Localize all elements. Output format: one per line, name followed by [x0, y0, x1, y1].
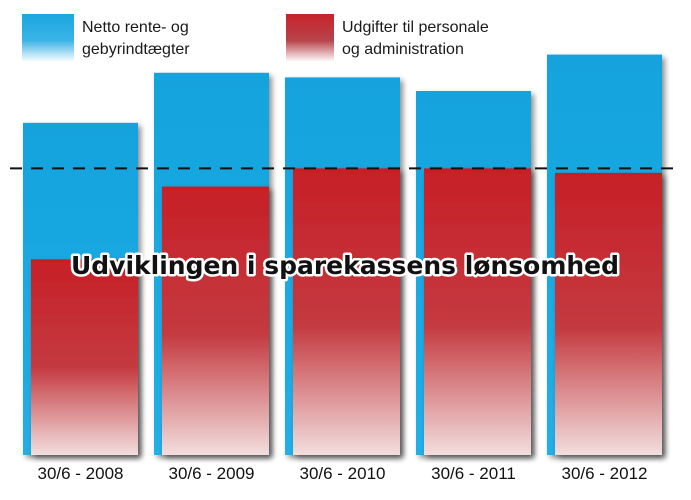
legend: Netto rente- og gebyrindtægter Udgifter … — [22, 14, 489, 62]
x-tick-label-3: 30/6 - 2011 — [431, 464, 516, 483]
legend-item-netto: Netto rente- og gebyrindtægter — [22, 14, 190, 62]
bar-udgifter-2 — [293, 168, 400, 455]
x-tick-label-0: 30/6 - 2008 — [37, 464, 123, 483]
bar-udgifter-3 — [424, 168, 531, 455]
legend-swatch-netto — [22, 14, 74, 62]
chart-title: Udviklingen i sparekassens lønsomhed — [71, 251, 619, 280]
legend-item-udgifter: Udgifter til personale og administration — [286, 14, 489, 62]
bar-udgifter-0 — [31, 259, 138, 455]
legend-label-netto-line1: Netto rente- og — [82, 19, 189, 36]
legend-label-udgifter-line2: og administration — [342, 41, 464, 58]
legend-label-udgifter-line1: Udgifter til personale — [342, 19, 489, 36]
x-tick-label-4: 30/6 - 2012 — [561, 464, 647, 483]
legend-swatch-udgifter — [286, 14, 334, 62]
bar-area — [23, 54, 662, 456]
x-tick-label-1: 30/6 - 2009 — [168, 464, 254, 483]
bar-udgifter-4 — [555, 172, 662, 455]
bar-udgifter-1 — [162, 186, 269, 456]
legend-label-netto-line2: gebyrindtægter — [82, 41, 190, 58]
x-tick-label-2: 30/6 - 2010 — [299, 464, 385, 483]
x-axis-ticks: 30/6 - 2008 30/6 - 2009 30/6 - 2010 30/6 - … — [37, 464, 647, 483]
